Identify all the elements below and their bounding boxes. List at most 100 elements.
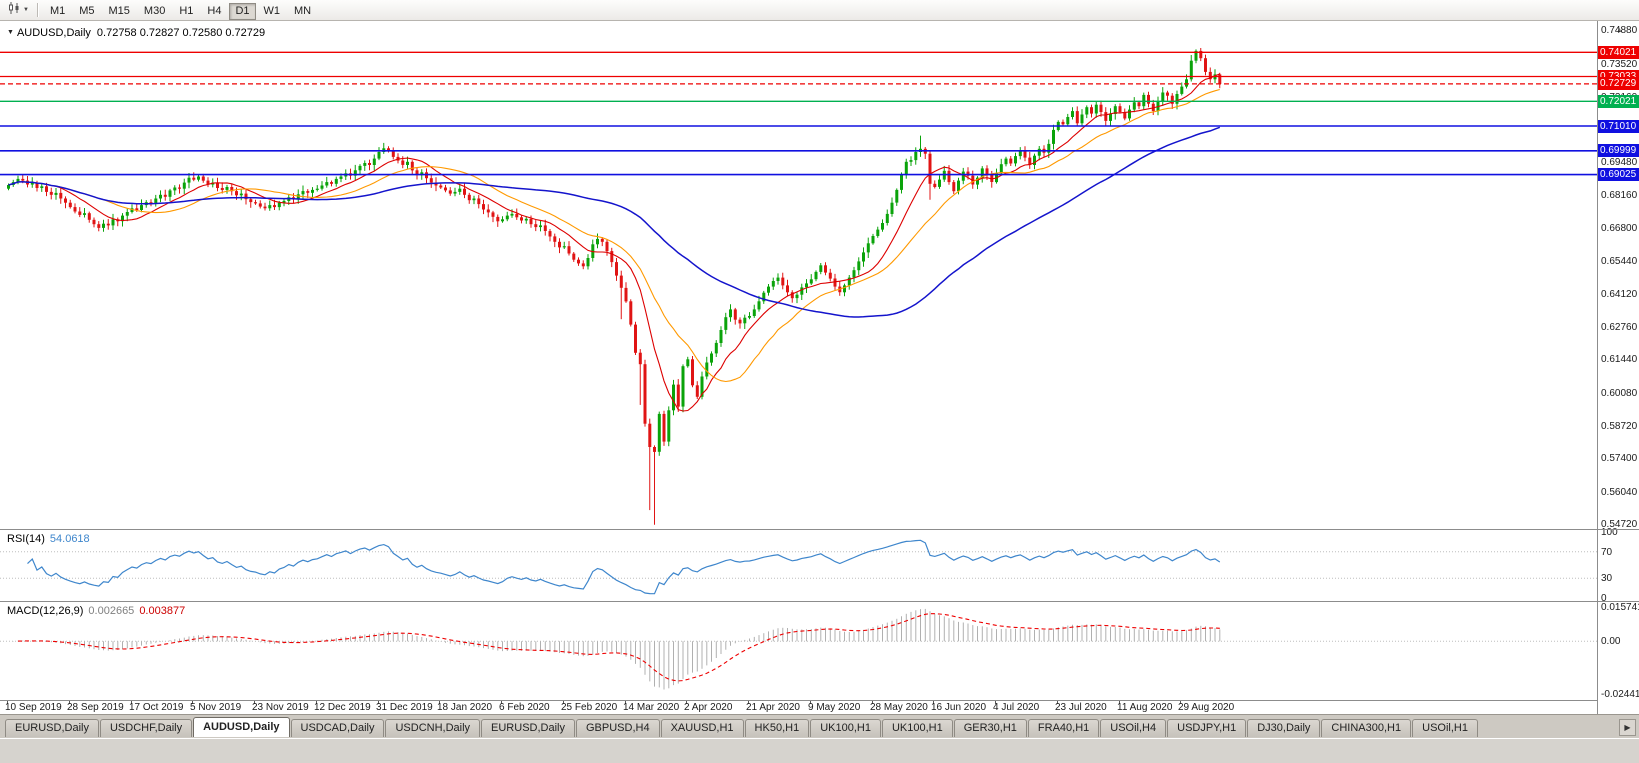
macd-panel-plot[interactable]	[0, 601, 1597, 700]
macd-main-value: 0.002665	[88, 605, 135, 617]
date-label: 29 Aug 2020	[1178, 702, 1235, 713]
date-label: 25 Feb 2020	[561, 702, 618, 713]
timeframe-button-m30[interactable]: M30	[143, 4, 166, 17]
timeframe-button-h1[interactable]: H1	[179, 4, 194, 17]
symbol-dropdown-icon[interactable]: ▼	[7, 29, 14, 36]
date-label: 2 Apr 2020	[684, 702, 733, 713]
date-label: 28 May 2020	[870, 702, 928, 713]
price-grid-label: 0.56040	[1601, 487, 1638, 498]
price-line-tag: 0.69999	[1598, 144, 1639, 157]
date-label: 23 Nov 2019	[252, 702, 309, 713]
tab-usdjpy-h1[interactable]: USDJPY,H1	[1167, 719, 1247, 737]
rsi-axis-label: 100	[1601, 527, 1618, 538]
timeframe-button-mn[interactable]: MN	[294, 4, 312, 17]
date-label: 4 Jul 2020	[993, 702, 1040, 713]
panel-separator[interactable]	[0, 601, 1639, 602]
chevron-down-icon: ▼	[23, 7, 29, 13]
date-tick	[501, 701, 502, 704]
date-label: 11 Aug 2020	[1117, 702, 1173, 713]
candlestick-chart-icon	[7, 1, 21, 20]
price-line-tag: 0.71010	[1598, 120, 1639, 133]
date-label: 23 Jul 2020	[1055, 702, 1107, 713]
date-tick	[254, 701, 255, 704]
date-label: 18 Jan 2020	[437, 702, 493, 713]
date-tick	[316, 701, 317, 704]
tab-china300-h1[interactable]: CHINA300,H1	[1321, 719, 1412, 737]
tab-hk50-h1[interactable]: HK50,H1	[744, 719, 810, 737]
tab-usoil-h4[interactable]: USOil,H4	[1100, 719, 1167, 737]
tab-usdcad-daily[interactable]: USDCAD,Daily	[290, 719, 385, 737]
ma-line-10	[8, 73, 1221, 412]
price-grid-label: 0.64120	[1601, 289, 1638, 300]
chart-ohlc-readout: 0.72758 0.72827 0.72580 0.72729	[96, 27, 266, 39]
date-tick	[69, 701, 70, 704]
price-chart-plot[interactable]	[0, 21, 1597, 529]
scroll-up-marker[interactable]: ▲	[1616, 27, 1623, 34]
tab-ger30-h1[interactable]: GER30,H1	[953, 719, 1027, 737]
date-label: 10 Sep 2019	[5, 702, 62, 713]
date-label: 9 May 2020	[808, 702, 861, 713]
price-grid-label: 0.74880	[1601, 25, 1638, 36]
date-label: 16 Jun 2020	[931, 702, 987, 713]
date-tick	[1057, 701, 1058, 704]
date-tick	[1119, 701, 1120, 704]
tab-gbpusd-h4[interactable]: GBPUSD,H4	[576, 719, 660, 737]
timeframe-button-m15[interactable]: M15	[108, 4, 130, 17]
price-grid-label: 0.57400	[1601, 453, 1638, 464]
tab-scroll-right-button[interactable]: ▶	[1619, 719, 1636, 736]
macd-axis-label: -0.024412	[1601, 689, 1639, 700]
price-grid-label: 0.61440	[1601, 354, 1638, 365]
timeframe-button-m5[interactable]: M5	[79, 4, 95, 17]
date-label: 14 Mar 2020	[623, 702, 680, 713]
tab-dj30-daily[interactable]: DJ30,Daily	[1247, 719, 1321, 737]
date-tick	[1180, 701, 1181, 704]
panel-separator[interactable]	[0, 529, 1639, 530]
date-tick	[192, 701, 193, 704]
tab-eurusd-daily[interactable]: EURUSD,Daily	[5, 719, 99, 737]
tab-usoil-h1[interactable]: USOil,H1	[1412, 719, 1478, 737]
date-tick	[378, 701, 379, 704]
tab-xauusd-h1[interactable]: XAUUSD,H1	[660, 719, 744, 737]
rsi-line	[27, 539, 1221, 595]
timeframe-buttons: M1 M5 M15 M30 H1 H4 D1 W1 MN	[43, 1, 318, 20]
rsi-label: RSI(14)	[7, 533, 45, 545]
timeframe-button-m1[interactable]: M1	[49, 4, 66, 17]
macd-axis-label: 0.015741	[1601, 602, 1639, 613]
tab-uk100-h1[interactable]: UK100,H1	[810, 719, 881, 737]
date-label: 21 Apr 2020	[746, 702, 800, 713]
toolbar: ▼ M1 M5 M15 M30 H1 H4 D1 W1 MN	[0, 0, 1639, 21]
macd-label: MACD(12,26,9)	[7, 605, 84, 617]
rsi-panel-plot[interactable]	[0, 529, 1597, 601]
chart-header: ▼ AUDUSD,Daily 0.72758 0.72827 0.72580 0.7…	[7, 27, 265, 39]
price-grid-label: 0.73520	[1601, 59, 1638, 70]
tab-uk100-h1[interactable]: UK100,H1	[881, 719, 953, 737]
candles-layer	[7, 48, 1222, 525]
chart-type-button[interactable]: ▼	[3, 1, 33, 19]
price-axis[interactable]: ▲ 0.748800.735200.721600.708000.694800.6…	[1597, 21, 1639, 714]
tab-fra40-h1[interactable]: FRA40,H1	[1027, 719, 1100, 737]
price-grid-label: 0.54720	[1601, 519, 1638, 530]
tab-usdcnh-daily[interactable]: USDCNH,Daily	[385, 719, 481, 737]
timeframe-button-w1[interactable]: W1	[263, 4, 281, 17]
price-grid-label: 0.58720	[1601, 421, 1638, 432]
date-tick	[7, 701, 8, 704]
window-tab-bar: EURUSD,Daily USDCHF,Daily AUDUSD,Daily USDC…	[0, 714, 1639, 738]
macd-histogram	[12, 608, 1221, 690]
price-line-tag: 0.74021	[1598, 46, 1639, 59]
tab-usdchf-daily[interactable]: USDCHF,Daily	[99, 719, 193, 737]
tab-eurusd-daily[interactable]: EURUSD,Daily	[481, 719, 575, 737]
timeframe-button-d1[interactable]: D1	[229, 2, 256, 20]
rsi-value: 54.0618	[49, 533, 90, 545]
chart-title: AUDUSD,Daily	[16, 27, 91, 39]
time-axis[interactable]: 10 Sep 2019 28 Sep 2019 17 Oct 2019 5 Nov 2…	[0, 700, 1639, 714]
rsi-axis-label: 0	[1601, 593, 1607, 604]
timeframe-button-h4[interactable]: H4	[207, 4, 222, 17]
date-tick	[563, 701, 564, 704]
price-grid-label: 0.66800	[1601, 223, 1638, 234]
date-tick	[810, 701, 811, 704]
date-tick	[439, 701, 440, 704]
date-label: 12 Dec 2019	[314, 702, 371, 713]
tab-audusd-daily[interactable]: AUDUSD,Daily	[193, 717, 290, 737]
price-grid-label: 0.68160	[1601, 190, 1638, 201]
